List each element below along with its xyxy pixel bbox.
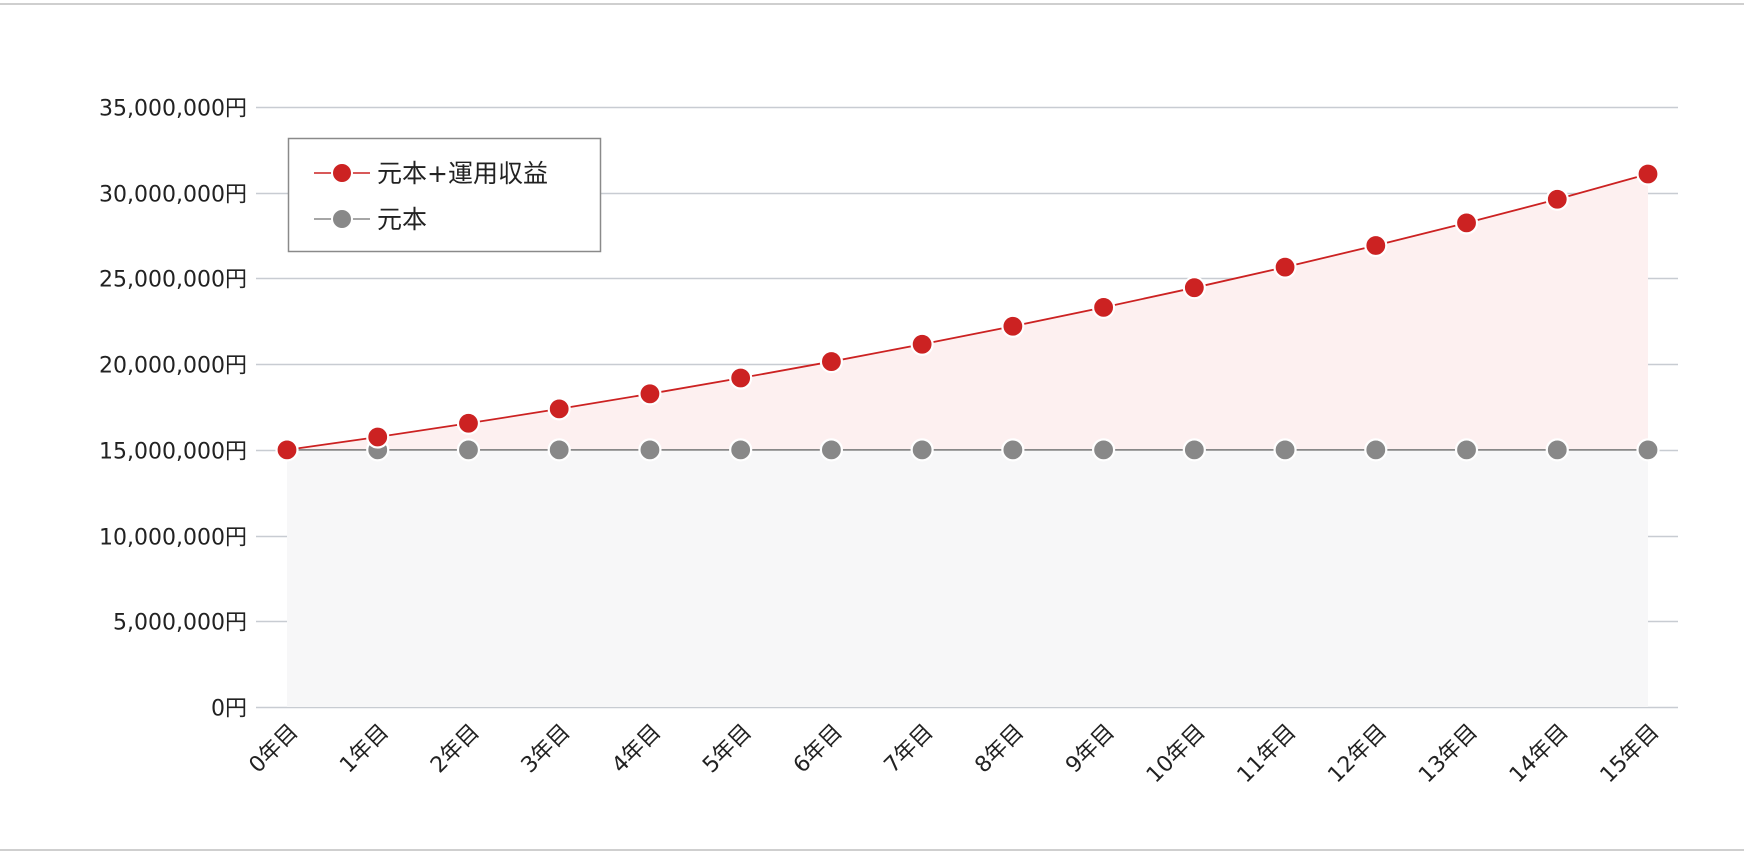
x-tick-label: 12年目 [1323,720,1392,789]
data-point-principal[interactable] [1182,438,1206,462]
x-tick-label: 8年目 [970,720,1029,779]
data-point-principal-plus-returns[interactable] [1001,314,1025,338]
y-tick-label: 0円 [211,697,247,722]
data-point-principal-plus-returns[interactable] [819,349,844,374]
legend-label-principal-plus-returns: 元本+運用収益 [377,159,548,188]
data-point-principal[interactable] [1001,438,1025,462]
x-tick-label: 0年目 [245,720,304,779]
data-point-principal[interactable] [547,438,571,462]
data-point-principal-plus-returns[interactable] [547,397,571,421]
x-tick-label: 15年目 [1596,720,1665,789]
data-point-principal[interactable] [1273,438,1297,462]
data-point-principal[interactable] [456,438,481,462]
x-tick-label: 9年目 [1061,720,1120,779]
x-tick-label: 2年目 [426,720,485,779]
data-point-principal-plus-returns[interactable] [1091,295,1116,319]
data-point-principal[interactable] [729,438,753,462]
x-tick-label: 13年目 [1414,720,1483,789]
legend-item-principal-plus-returns[interactable]: 元本+運用収益 [314,159,548,188]
series-areas [287,174,1648,707]
x-tick-label: 5年目 [698,720,757,779]
data-point-principal-plus-returns[interactable] [638,382,662,406]
legend-item-principal[interactable]: 元本 [314,205,427,234]
data-point-principal-plus-returns[interactable] [1273,255,1297,279]
data-point-principal-plus-returns[interactable] [1454,211,1479,235]
top-divider [0,3,1744,5]
data-point-principal[interactable] [1545,438,1569,462]
x-tick-label: 7年目 [880,720,939,779]
data-point-principal[interactable] [1364,438,1388,462]
data-point-principal[interactable] [1091,438,1116,462]
series-area-1 [287,449,1648,707]
data-point-principal[interactable] [1454,438,1479,462]
data-point-principal-plus-returns[interactable] [1364,233,1388,258]
data-point-principal-plus-returns[interactable] [275,438,299,462]
data-point-principal-plus-returns[interactable] [1182,276,1206,300]
bottom-divider [0,849,1744,851]
data-point-principal-plus-returns[interactable] [366,425,390,449]
legend-label-principal: 元本 [377,205,427,234]
x-tick-label: 6年目 [789,720,848,779]
data-point-principal[interactable] [638,438,662,462]
series-lines [286,173,1649,451]
y-tick-label: 25,000,000円 [99,268,247,293]
y-axis-ticks: 0円 5,000,000円 10,000,000円 15,000,000円 20,000… [99,97,247,722]
legend-box [287,137,602,253]
x-tick-label: 1年目 [335,720,394,779]
legend-marker-gray [331,208,353,230]
data-point-principal-plus-returns[interactable] [729,366,753,390]
y-tick-label: 20,000,000円 [99,354,247,379]
data-point-principal-plus-returns[interactable] [456,411,481,435]
series-points [275,162,1660,462]
y-tick-label: 30,000,000円 [99,183,247,208]
legend: 元本+運用収益 元本 [287,137,602,253]
y-tick-label: 5,000,000円 [113,611,247,636]
y-tick-label: 10,000,000円 [99,526,247,551]
x-tick-label: 14年目 [1505,720,1574,789]
x-tick-label: 11年目 [1233,720,1302,789]
x-tick-label: 10年目 [1142,720,1211,789]
data-point-principal-plus-returns[interactable] [1545,187,1569,211]
data-point-principal[interactable] [1636,438,1660,462]
x-tick-label: 3年目 [517,720,576,779]
x-axis-ticks: 0年目 1年目 2年目 3年目 4年目 5年目 6年目 7年目 8年目 9年目 10年目 11年目 12… [245,720,1665,789]
series-line-0 [286,173,1649,451]
data-point-principal[interactable] [910,438,934,462]
data-point-principal-plus-returns[interactable] [1636,162,1660,186]
data-point-principal[interactable] [819,438,844,462]
y-tick-label: 35,000,000円 [99,97,247,122]
x-tick-label: 4年目 [607,720,666,779]
legend-marker-red [331,162,353,184]
y-tick-label: 15,000,000円 [99,440,247,465]
data-point-principal-plus-returns[interactable] [910,332,934,356]
